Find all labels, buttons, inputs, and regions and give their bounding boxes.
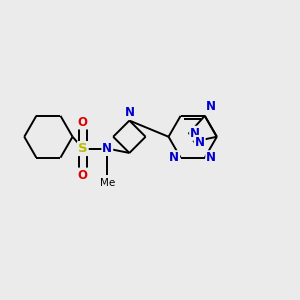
Text: O: O [78, 169, 88, 182]
Text: N: N [195, 136, 205, 149]
Text: N: N [124, 106, 134, 119]
Text: N: N [102, 142, 112, 155]
Text: N: N [190, 127, 200, 140]
Text: N: N [169, 151, 179, 164]
Text: Me: Me [100, 178, 115, 188]
Text: S: S [78, 142, 88, 155]
Text: N: N [206, 100, 216, 113]
Text: N: N [206, 151, 216, 164]
Text: O: O [78, 116, 88, 128]
